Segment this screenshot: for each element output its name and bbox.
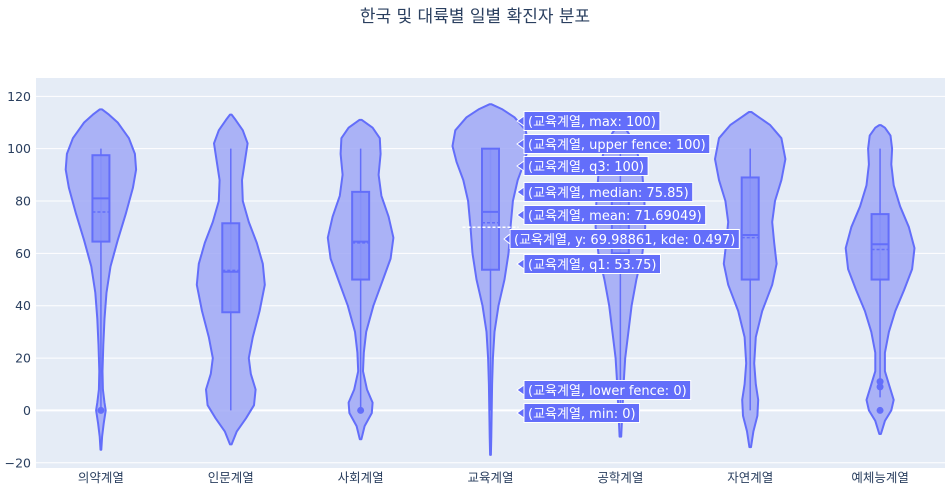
x-tick-label: 공학계열 (597, 470, 643, 485)
violin-예체능계열[interactable] (844, 124, 916, 435)
hover-label-text: (교육계열, mean: 71.69049) (528, 209, 702, 224)
y-tick-label: −20 (5, 455, 31, 470)
hover-label-text: (교육계열, q1: 53.75) (528, 258, 657, 273)
hover-label-arrow (516, 115, 525, 127)
hover-label-arrow (516, 258, 525, 270)
hover-label-arrow (516, 209, 525, 221)
hover-label: (교육계열, mean: 71.69049) (516, 205, 707, 225)
y-tick-label: 60 (15, 246, 31, 261)
outlier-point[interactable] (876, 383, 884, 391)
y-tick-label: 20 (15, 351, 31, 366)
hover-label-text: (교육계열, q3: 100) (528, 160, 644, 175)
hover-label: (교육계열, median: 75.85) (516, 182, 694, 202)
hover-label: (교육계열, q3: 100) (516, 156, 649, 176)
x-tick-label: 사회계열 (338, 470, 384, 485)
hover-label-text: (교육계열, upper fence: 100) (528, 138, 706, 153)
x-tick-label: 교육계열 (467, 470, 513, 485)
hover-label: (교육계열, upper fence: 100) (516, 134, 711, 154)
outlier-point[interactable] (357, 406, 365, 414)
violin-의약계열[interactable] (64, 108, 138, 451)
hover-label-text: (교육계열, median: 75.85) (528, 186, 689, 201)
outlier-point[interactable] (97, 406, 105, 414)
hover-label: (교육계열, lower fence: 0) (516, 380, 692, 400)
hover-label-arrow (516, 160, 525, 172)
hover-label-arrow (516, 407, 525, 419)
hover-label-arrow (516, 186, 525, 198)
x-tick-label: 자연계열 (727, 470, 773, 485)
y-tick-label: 100 (7, 141, 31, 156)
y-tick-label: 0 (23, 403, 31, 418)
hover-label-text: (교육계열, max: 100) (528, 115, 656, 130)
y-tick-label: 120 (7, 89, 31, 104)
y-tick-label: 40 (15, 298, 31, 313)
box (870, 213, 890, 281)
violin-사회계열[interactable] (326, 118, 395, 441)
x-tick-label: 인문계열 (208, 470, 254, 485)
hover-label-arrow (503, 232, 511, 246)
hover-label-arrow (516, 138, 525, 150)
hover-label: (교육계열, min: 0) (516, 403, 641, 423)
outlier-point[interactable] (876, 378, 884, 386)
hover-label-text: (교육계열, y: 69.98861, kde: 0.497) (514, 233, 735, 248)
y-tick-label: 80 (15, 194, 31, 209)
box (740, 176, 760, 281)
hover-label-text: (교육계열, lower fence: 0) (528, 384, 687, 399)
box (481, 147, 500, 271)
hover-label-text: (교육계열, min: 0) (528, 407, 636, 422)
violin-인문계열[interactable] (195, 113, 266, 446)
hover-label-arrow (516, 384, 525, 396)
violin-자연계열[interactable] (714, 111, 787, 449)
outlier-point[interactable] (876, 406, 884, 414)
chart-title: 한국 및 대륙별 일별 확진자 분포 (360, 7, 590, 27)
violin-교육계열[interactable] (451, 103, 530, 456)
box (221, 222, 241, 314)
box (351, 190, 371, 281)
hover-label: (교육계열, q1: 53.75) (516, 254, 661, 274)
hover-label: (교육계열, y: 69.98861, kde: 0.497) (503, 229, 740, 249)
x-tick-label: 예체능계열 (851, 470, 909, 485)
hover-label: (교육계열, max: 100) (516, 111, 661, 131)
x-tick-label: 의약계열 (78, 470, 124, 485)
